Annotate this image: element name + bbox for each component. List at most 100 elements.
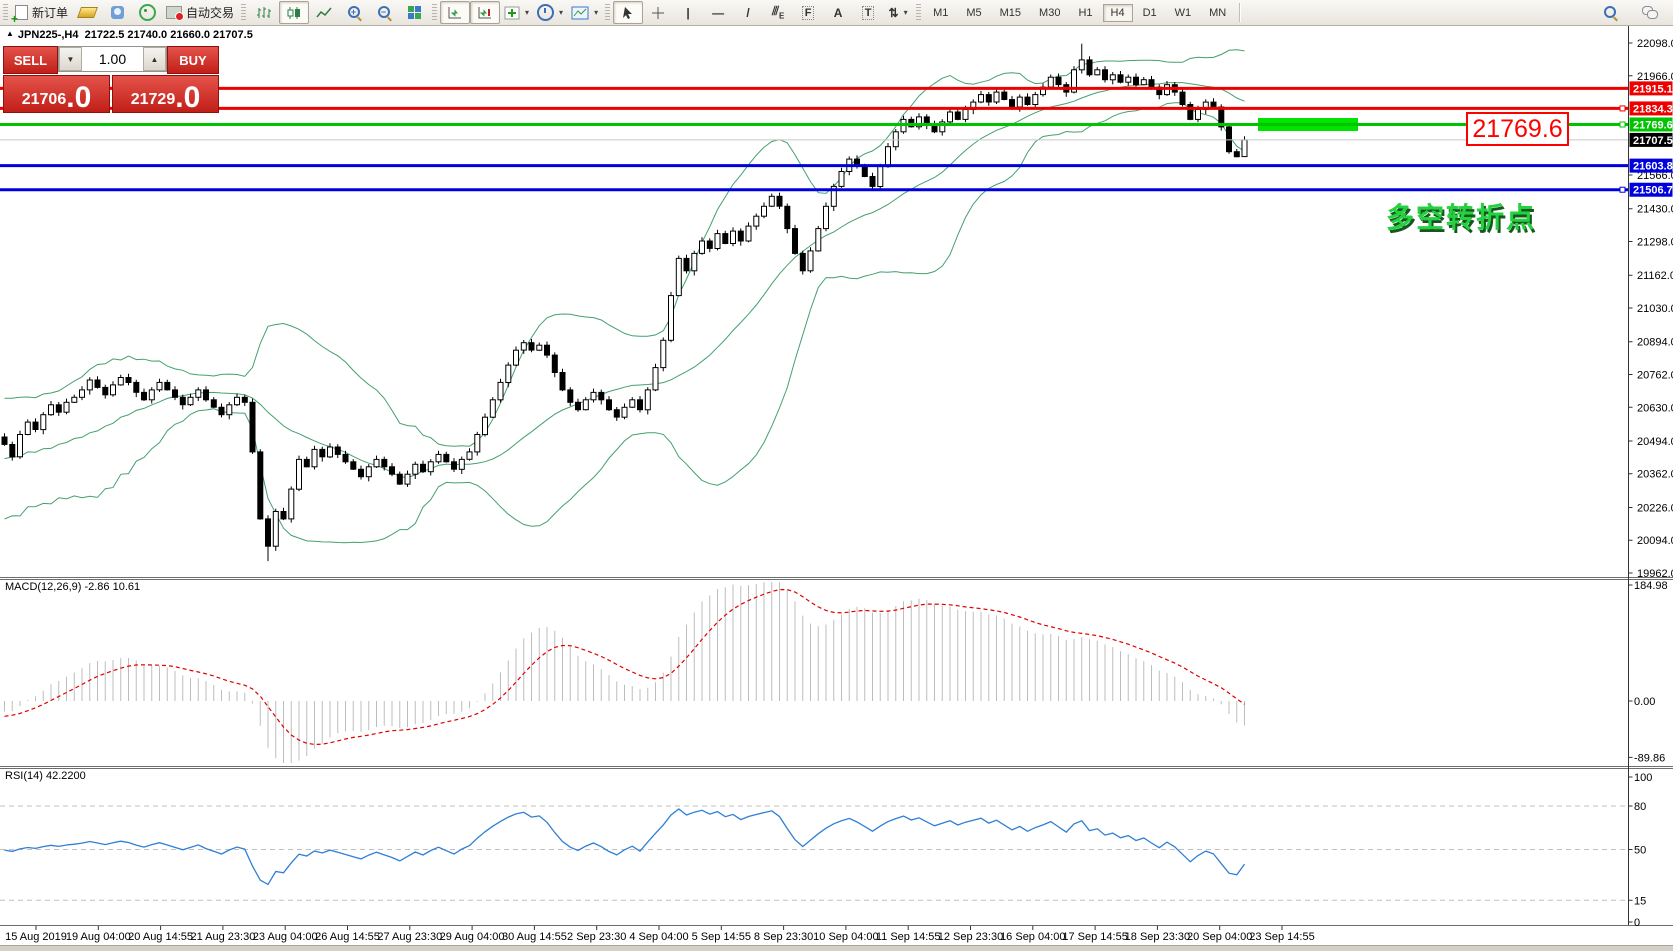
crosshair-button[interactable] (643, 1, 673, 24)
bar-chart-button[interactable] (249, 1, 279, 24)
candle-bullish (644, 389, 651, 411)
candle-bearish (985, 94, 992, 103)
zoom-out-button[interactable]: − (369, 1, 399, 24)
candle-bearish (141, 391, 147, 401)
time-tick-label: 29 Aug 04:00 (440, 931, 505, 943)
timeframe-MN[interactable]: MN (1209, 6, 1227, 19)
price-tick-label: 21030.0 (1637, 303, 1673, 315)
candle-bearish (575, 401, 581, 411)
timeframe-H4[interactable]: H4 (1102, 3, 1133, 22)
volume-decrease-button[interactable]: ▼ (59, 47, 82, 71)
horizontal-line-button[interactable]: — (703, 1, 733, 24)
volume-value[interactable]: 1.00 (98, 51, 127, 67)
rsi-line (4, 808, 1246, 886)
indicators-button[interactable]: ▾ (500, 1, 533, 24)
time-tick-label: 10 Sep 04:00 (813, 931, 878, 943)
auto-trading-button[interactable]: 自动交易 (162, 1, 238, 24)
profiles-button[interactable] (102, 1, 132, 24)
time-tick-label: 11 Sep 14:55 (876, 931, 941, 943)
auto-scroll-button[interactable] (440, 1, 471, 24)
deposit-button[interactable] (72, 1, 102, 24)
candle-bearish (1148, 79, 1155, 88)
turning-point-annotation: 多空转折点 (1386, 202, 1537, 233)
line-endpoint-marker[interactable] (1619, 186, 1626, 193)
candle-bullish (877, 166, 884, 188)
candle-bearish (133, 381, 140, 393)
sell-button[interactable]: SELL (3, 46, 58, 74)
timeframe-M5[interactable]: M5 (966, 6, 982, 19)
signals-button[interactable] (132, 1, 162, 24)
periods-button[interactable]: ▾ (533, 1, 567, 24)
volume-increase-button[interactable]: ▲ (143, 47, 166, 71)
fibonacci-button[interactable]: F (793, 1, 823, 24)
timeframe-D1[interactable]: D1 (1142, 6, 1157, 19)
price-tick-label: 21430.0 (1637, 204, 1673, 216)
timeframe-M15[interactable]: M15 (999, 6, 1022, 19)
candlestick-chart-button[interactable] (279, 1, 310, 24)
buy-button[interactable]: BUY (167, 46, 219, 74)
tile-windows-button[interactable] (399, 1, 429, 24)
line-chart-button[interactable] (309, 1, 339, 24)
candle-bullish (311, 448, 318, 468)
search-button[interactable] (1595, 1, 1625, 24)
chevron-down-icon: ▾ (903, 8, 908, 17)
candle-bullish (916, 116, 922, 128)
buy-price[interactable]: 21729 .0 (112, 75, 219, 113)
chevron-down-icon: ▾ (594, 8, 599, 17)
candle-bullish (466, 451, 473, 460)
price-tick-label: 21162.0 (1637, 270, 1673, 282)
price-line-label-bg (1629, 117, 1673, 132)
candle-bullish (1032, 94, 1039, 105)
arrow-tools-button[interactable]: ⇅ ▾ (883, 1, 913, 24)
signal-icon (138, 4, 156, 21)
timeframe-M1[interactable]: M1 (933, 6, 949, 19)
rsi-pane[interactable] (0, 805, 1628, 901)
main-pane[interactable] (0, 43, 1628, 562)
tile-windows-icon (407, 6, 421, 19)
line-endpoint-marker[interactable] (1619, 105, 1626, 112)
price-tick-label: 22098.0 (1637, 38, 1673, 50)
candle-bearish (1009, 99, 1015, 108)
timeframe-M30[interactable]: M30 (1039, 6, 1061, 19)
vertical-line-button[interactable]: | (673, 1, 703, 24)
rsi-tick-label: 15 (1634, 895, 1646, 907)
candle-bullish (234, 396, 240, 406)
candle-bearish (613, 409, 620, 418)
channel-button[interactable]: ⫻E (763, 1, 793, 24)
buy-price-main: 21729 (130, 91, 176, 108)
timeframe-W1[interactable]: W1 (1174, 6, 1192, 19)
time-tick-label: 20 Aug 14:55 (128, 931, 193, 943)
text-label-button[interactable]: T (853, 1, 883, 24)
macd-signal-line (4, 589, 1245, 746)
toolbar-grip (916, 3, 922, 22)
candle-bearish (420, 463, 426, 473)
candle-bearish (358, 468, 364, 478)
timeframe-H1[interactable]: H1 (1078, 6, 1093, 19)
symbol-timeframe: JPN225-,H4 (17, 29, 79, 41)
main-toolbar: + 新订单 自动交易 + − (0, 0, 1673, 26)
chart-shift-button[interactable] (470, 1, 501, 24)
rsi-tick-label: 0 (1634, 917, 1640, 929)
candle-bearish (303, 458, 310, 468)
chat-button[interactable] (1635, 1, 1665, 24)
time-tick-label: 4 Sep 04:00 (629, 931, 688, 943)
candle-bullish (412, 463, 419, 475)
zoom-in-button[interactable]: + (339, 1, 369, 24)
text-button[interactable]: A (823, 1, 853, 24)
candle-bearish (1187, 104, 1194, 120)
price-line-label: 21834.3 (1633, 103, 1673, 115)
time-tick-label: 15 Aug 2019 (5, 931, 67, 943)
trendline-button[interactable]: / (733, 1, 763, 24)
ohlc-quote: 21722.5 21740.0 21660.0 21707.5 (84, 29, 253, 41)
new-order-button[interactable]: + 新订单 (11, 1, 72, 25)
templates-button[interactable]: ▾ (567, 1, 602, 24)
cursor-button[interactable] (613, 1, 644, 24)
candle-bullish (482, 416, 488, 436)
sell-price[interactable]: 21706 .0 (3, 75, 110, 113)
candle-bearish (1086, 59, 1093, 76)
candle-bullish (807, 250, 814, 272)
line-endpoint-marker[interactable] (1619, 121, 1626, 128)
macd-pane[interactable] (4, 582, 1245, 763)
candle-bearish (861, 166, 868, 178)
